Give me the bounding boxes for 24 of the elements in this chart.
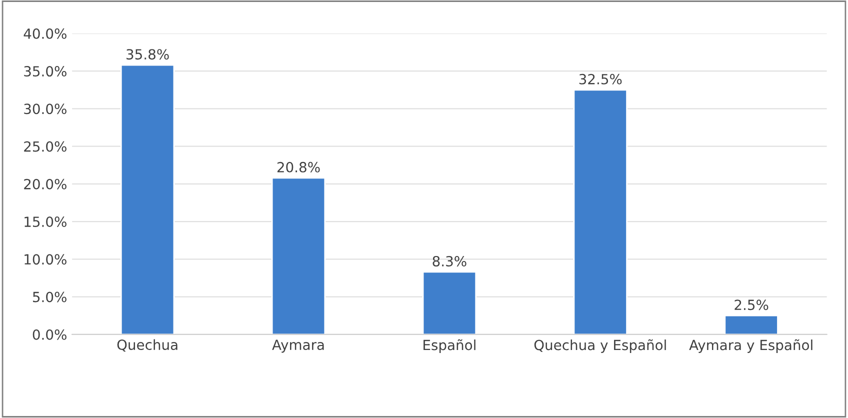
data-label: 8.3%: [432, 256, 466, 266]
x-tick-label: Aymara y Español: [689, 339, 812, 353]
bar: [422, 271, 477, 334]
y-tick-label: 25.0%: [24, 141, 66, 152]
data-label: 20.8%: [277, 162, 320, 172]
bar: [724, 314, 778, 334]
x-tick-label: Quechua: [117, 339, 178, 352]
y-tick-label: 15.0%: [24, 216, 66, 228]
y-tick-label: 35.0%: [24, 66, 66, 77]
data-label: 35.8%: [126, 49, 169, 60]
data-label: 2.5%: [734, 300, 768, 310]
y-tick-label: 40.0%: [24, 28, 66, 39]
bar: [120, 64, 175, 334]
x-tick-label: Español: [424, 339, 476, 353]
y-tick-label: 10.0%: [24, 254, 66, 265]
data-label: 32.5%: [579, 74, 622, 84]
bar: [573, 89, 628, 334]
y-tick-label: 5.0%: [33, 292, 66, 302]
y-tick-label: 20.0%: [24, 178, 66, 190]
y-tick-label: 0.0%: [32, 329, 66, 340]
y-tick-label: 30.0%: [24, 104, 66, 114]
bar: [271, 177, 326, 334]
x-tick-label: Aymara: [272, 340, 324, 353]
x-tick-label: Quechua y Español: [534, 339, 666, 353]
